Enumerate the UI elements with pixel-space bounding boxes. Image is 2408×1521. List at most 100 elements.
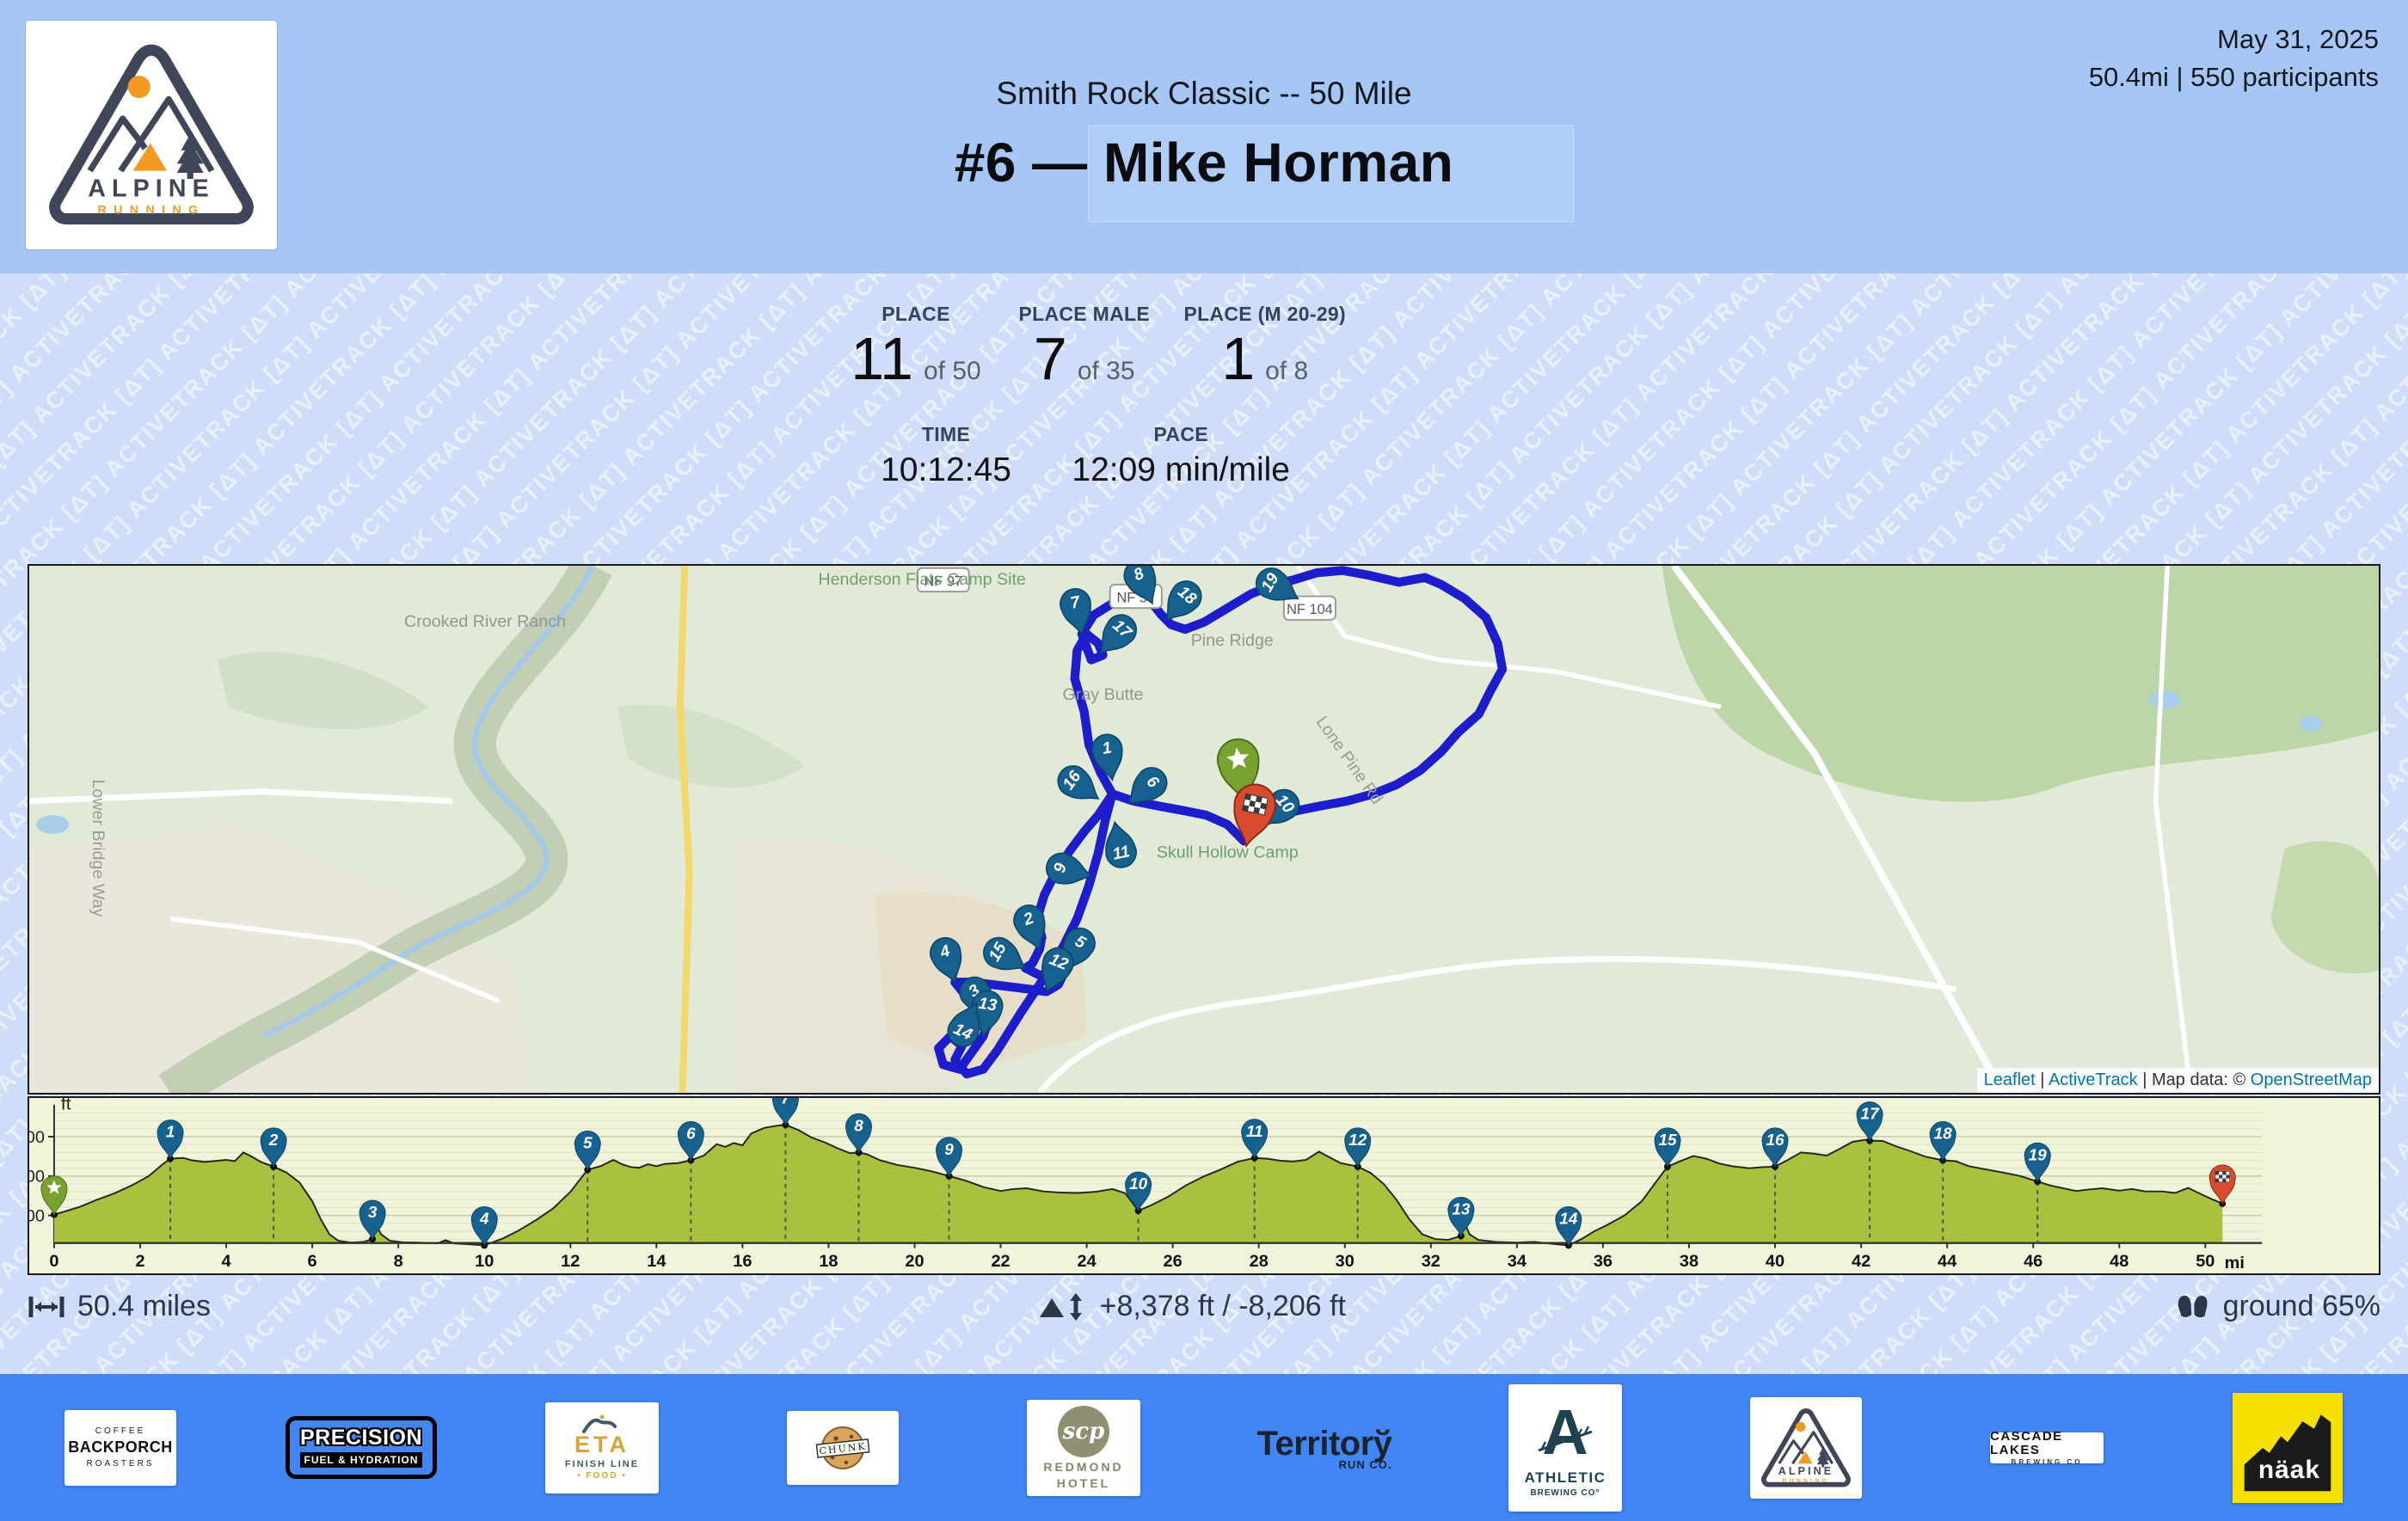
chart-mile-pin: 8	[845, 1113, 872, 1154]
route-map[interactable]: NF 97 NF 57 NF 104 Crooked River Ranch Hende…	[28, 564, 2380, 1095]
sponsor-athletic[interactable]: A ATHLETIC BREWING CO°	[1445, 1374, 1686, 1521]
naak-mountain-icon: näak	[2244, 1414, 2331, 1491]
svg-text:19: 19	[2029, 1145, 2048, 1163]
chart-mile-pin: 1	[157, 1119, 184, 1160]
svg-text:ALPINE: ALPINE	[1778, 1465, 1834, 1477]
territory-sub: RUN CO.	[1338, 1457, 1392, 1471]
x-tick-label: 40	[1766, 1252, 1784, 1271]
x-tick-label: 30	[1336, 1252, 1354, 1271]
chart-mile-pin: 5	[574, 1131, 601, 1171]
stat-place-division-of: of 8	[1265, 357, 1309, 385]
y-axis-unit: ft	[61, 1098, 71, 1114]
svg-text:näak: näak	[2258, 1455, 2320, 1483]
chart-mile-pin: 15	[1654, 1127, 1681, 1168]
stats-row-time-pace: TIME 10:12:45 PACE 12:09 min/mile	[877, 423, 1290, 489]
stat-place-male-label: PLACE MALE	[1018, 303, 1150, 325]
svg-text:9: 9	[944, 1140, 954, 1158]
map-mile-pin: 1	[1090, 733, 1123, 782]
x-tick-label: 32	[1422, 1252, 1440, 1271]
athletic-a-icon: A	[1538, 1397, 1593, 1468]
svg-text:11: 11	[1111, 843, 1132, 864]
stat-place-division-label: PLACE (M 20-29)	[1183, 303, 1346, 325]
sponsor-cascade-lakes[interactable]: CASCADE LAKES BREWING CO	[1926, 1374, 2167, 1521]
precision-name: PRECISION	[299, 1426, 423, 1450]
sponsor-chunk[interactable]: CHUNK	[722, 1374, 963, 1521]
name-highlight-box	[1088, 126, 1574, 222]
svg-text:9: 9	[1051, 861, 1071, 874]
sponsor-bar: COFFEE BACKPORCH ROASTERS PRECISION FUEL…	[0, 1374, 2408, 1521]
map-mile-pin: 9	[1046, 852, 1093, 885]
svg-text:6: 6	[686, 1125, 696, 1143]
stat-time-value: 10:12:45	[881, 451, 1011, 488]
athletic-sub: BREWING CO°	[1530, 1488, 1600, 1498]
chart-mile-pin: 19	[2024, 1142, 2051, 1183]
svg-text:17: 17	[1861, 1105, 1881, 1123]
svg-text:12: 12	[1348, 1131, 1367, 1149]
map-mile-pin: 8	[1123, 566, 1157, 605]
sponsor-alpine[interactable]: ALPINE RUNNING	[1686, 1374, 1926, 1521]
race-distance-participants: 50.4mi | 550 participants	[2088, 62, 2379, 93]
road-shield: NF 97	[916, 567, 970, 593]
x-tick-label: 10	[475, 1252, 494, 1271]
alpine-running-logo-icon: ALPINE RUNNING	[49, 44, 254, 225]
route-line	[934, 566, 1508, 1079]
svg-text:7: 7	[781, 1098, 791, 1107]
eta-sub: FINISH LINE	[564, 1459, 640, 1469]
sponsor-scp-redmond[interactable]: scp REDMOND HOTEL	[963, 1374, 1204, 1521]
openstreetmap-link[interactable]: OpenStreetMap	[2250, 1070, 2372, 1089]
scp-line1: REDMOND	[1043, 1459, 1124, 1474]
chart-mile-pin: 14	[1555, 1206, 1582, 1247]
chart-mile-pin: 7	[771, 1098, 799, 1126]
svg-text:1: 1	[1101, 739, 1113, 758]
elevation-chart-canvas: 3,0003,5004,000ft02468101214161820222426…	[29, 1098, 2379, 1273]
scp-line2: HOTEL	[1056, 1475, 1111, 1490]
sponsor-territory[interactable]: Territorў RUN CO.	[1204, 1374, 1445, 1521]
eta-sub2: • FOOD •	[577, 1471, 627, 1481]
sponsor-backporch[interactable]: COFFEE BACKPORCH ROASTERS	[0, 1374, 241, 1521]
x-tick-label: 28	[1250, 1252, 1268, 1271]
chart-mile-pin: 3	[359, 1199, 386, 1241]
race-meta: May 31, 2025 50.4mi | 550 participants	[2089, 21, 2379, 96]
stat-time: TIME 10:12:45	[877, 423, 1015, 489]
elevation-svg: 3,0003,5004,000ft02468101214161820222426…	[29, 1098, 2263, 1273]
elevation-chart: 3,0003,5004,000ft02468101214161820222426…	[28, 1096, 2380, 1275]
x-tick-label: 24	[1077, 1252, 1096, 1271]
map-label: Henderson Flats Camp Site	[818, 570, 1025, 589]
stat-place: PLACE 11 of 50	[847, 303, 985, 391]
svg-text:13: 13	[1452, 1200, 1471, 1218]
map-label: Crooked River Ranch	[404, 612, 566, 631]
map-mile-pin: 11	[1105, 820, 1137, 868]
map-mile-pin: 4	[930, 936, 962, 984]
sponsor-eta[interactable]: ETA FINISH LINE • FOOD •	[482, 1374, 722, 1521]
chunk-cookie-icon: CHUNK	[815, 1426, 870, 1469]
x-tick-label: 2	[135, 1252, 144, 1271]
svg-text:NF 97: NF 97	[924, 573, 962, 589]
map-mile-pin: 19	[1256, 567, 1300, 601]
summary-ground: ground 65%	[2173, 1290, 2380, 1323]
x-tick-label: 0	[49, 1252, 58, 1271]
chart-mile-pin: 17	[1856, 1101, 1883, 1142]
leaflet-link[interactable]: Leaflet	[1983, 1070, 2036, 1089]
precision-sub: FUEL & HYDRATION	[299, 1452, 423, 1468]
x-tick-label: 14	[647, 1252, 666, 1271]
backporch-name: BACKPORCH	[68, 1438, 173, 1456]
sponsor-naak[interactable]: näak	[2167, 1374, 2408, 1521]
x-tick-label: 36	[1594, 1252, 1612, 1271]
y-tick-label: 3,500	[29, 1168, 45, 1187]
map-mile-pin: 12	[1041, 947, 1074, 994]
svg-text:16: 16	[1766, 1131, 1784, 1149]
svg-text:CHUNK: CHUNK	[819, 1440, 867, 1457]
x-tick-label: 46	[2024, 1252, 2042, 1271]
activetrack-link[interactable]: ActiveTrack	[2048, 1070, 2138, 1089]
eta-mountains-icon	[582, 1414, 617, 1433]
x-tick-label: 6	[308, 1252, 317, 1271]
eta-name: ETA	[574, 1432, 630, 1457]
x-tick-label: 26	[1164, 1252, 1182, 1271]
scp-monogram: scp	[1062, 1418, 1105, 1444]
svg-text:10: 10	[1129, 1174, 1148, 1193]
chart-mile-pin: 12	[1344, 1127, 1372, 1168]
x-tick-label: 22	[991, 1252, 1010, 1271]
map-mile-pin: 6	[1127, 767, 1168, 805]
chart-mile-pin: 11	[1241, 1119, 1268, 1160]
sponsor-precision[interactable]: PRECISION FUEL & HYDRATION	[241, 1374, 482, 1521]
